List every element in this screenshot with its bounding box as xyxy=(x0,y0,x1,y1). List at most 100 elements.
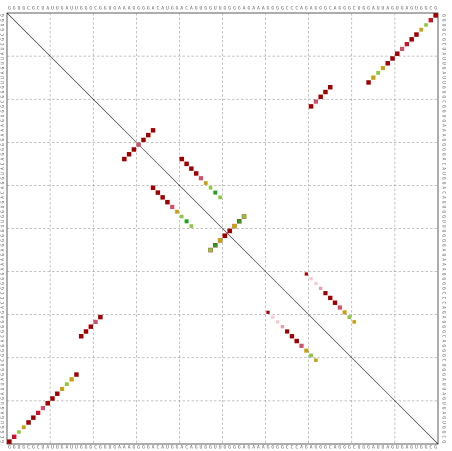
sequence-nucleotide: A xyxy=(65,6,68,12)
pair-dot xyxy=(203,181,208,185)
sequence-nucleotide: G xyxy=(224,6,227,12)
sequence-nucleotide: G xyxy=(410,6,413,12)
sequence-nucleotide: A xyxy=(441,196,447,199)
sequence-nucleotide: G xyxy=(0,110,6,113)
sequence-nucleotide: A xyxy=(118,6,121,12)
sequence-nucleotide: G xyxy=(61,6,64,12)
pair-dot xyxy=(184,219,189,224)
sequence-nucleotide: A xyxy=(441,52,447,55)
pair-dot xyxy=(328,84,333,90)
sequence-nucleotide: U xyxy=(166,445,169,451)
sequence-nucleotide: G xyxy=(425,6,428,12)
pair-dot xyxy=(323,291,328,296)
pair-dot xyxy=(193,171,199,176)
sequence-nucleotide: G xyxy=(0,277,6,280)
sequence-nucleotide: A xyxy=(0,339,6,342)
sequence-nucleotide: G xyxy=(89,445,92,451)
sequence-nucleotide: C xyxy=(329,445,332,451)
sequence-nucleotide: C xyxy=(295,445,298,451)
pair-dot xyxy=(280,324,285,329)
sequence-nucleotide: U xyxy=(219,6,222,12)
pair-dot xyxy=(395,51,400,56)
sequence-nucleotide: G xyxy=(8,445,11,451)
sequence-nucleotide: G xyxy=(410,445,413,451)
pair-dot xyxy=(88,324,94,329)
sequence-nucleotide: A xyxy=(0,124,6,127)
pair-dot xyxy=(69,377,74,382)
sequence-nucleotide: G xyxy=(0,397,6,400)
sequence-nucleotide: A xyxy=(0,258,6,261)
pair-dot xyxy=(304,348,309,353)
pair-dot xyxy=(376,70,381,75)
sequence-nucleotide: G xyxy=(441,330,447,333)
sequence-nucleotide: U xyxy=(441,76,447,79)
sequence-nucleotide: G xyxy=(209,445,212,451)
sequence-nucleotide: G xyxy=(281,445,284,451)
sequence-nucleotide: G xyxy=(0,14,6,17)
pair-dot xyxy=(352,320,356,324)
sequence-nucleotide: A xyxy=(46,445,49,451)
sequence-nucleotide: G xyxy=(0,287,6,290)
pair-dot xyxy=(35,410,41,416)
pair-dot xyxy=(342,310,347,315)
sequence-nucleotide: G xyxy=(22,445,25,451)
sequence-nucleotide: G xyxy=(0,95,6,98)
sequence-nucleotide: C xyxy=(0,435,6,438)
sequence-nucleotide: U xyxy=(0,23,6,26)
sequence-nucleotide: A xyxy=(441,186,447,189)
pair-dot xyxy=(366,80,371,85)
pair-dot xyxy=(146,132,151,138)
sequence-nucleotide: C xyxy=(441,191,447,194)
pair-dot xyxy=(17,430,21,434)
pair-dot xyxy=(83,329,89,334)
sequence-nucleotide: U xyxy=(0,421,6,424)
sequence-nucleotide: G xyxy=(441,110,447,113)
sequence-nucleotide: A xyxy=(0,315,6,318)
sequence-nucleotide: G xyxy=(267,445,270,451)
sequence-nucleotide: G xyxy=(441,407,447,410)
sequence-nucleotide: G xyxy=(80,6,83,12)
sequence-nucleotide: U xyxy=(441,225,447,228)
pair-dot xyxy=(304,272,308,276)
sequence-nucleotide: G xyxy=(104,6,107,12)
sequence-nucleotide: U xyxy=(0,402,6,405)
sequence-nucleotide: A xyxy=(46,6,49,12)
sequence-nucleotide: G xyxy=(441,105,447,108)
pair-dot xyxy=(45,401,50,406)
pair-dot xyxy=(165,199,170,205)
sequence-nucleotide: U xyxy=(382,445,385,451)
sequence-nucleotide: C xyxy=(286,445,289,451)
sequence-nucleotide: A xyxy=(262,445,265,451)
sequence-nucleotide: C xyxy=(291,445,294,451)
sequence-nucleotide: U xyxy=(441,220,447,223)
sequence-nucleotide: G xyxy=(324,445,327,451)
sequence-nucleotide: G xyxy=(441,234,447,237)
sequence-nucleotide: G xyxy=(314,445,317,451)
sequence-nucleotide: U xyxy=(200,6,203,12)
sequence-nucleotide: C xyxy=(185,445,188,451)
pair-dot xyxy=(433,13,438,18)
sequence-nucleotide: G xyxy=(0,138,6,141)
sequence-nucleotide: G xyxy=(238,6,241,12)
sequence-nucleotide: G xyxy=(343,445,346,451)
sequence-nucleotide: A xyxy=(0,392,6,395)
sequence-nucleotide: G xyxy=(0,368,6,371)
sequence-nucleotide: G xyxy=(0,177,6,180)
sequence-nucleotide: G xyxy=(441,14,447,17)
sequence-nucleotide: G xyxy=(0,229,6,232)
sequence-nucleotide: G xyxy=(13,445,16,451)
sequence-nucleotide: G xyxy=(247,6,250,12)
sequence-nucleotide: U xyxy=(441,421,447,424)
sequence-nucleotide: A xyxy=(441,392,447,395)
sequence-nucleotide: U xyxy=(441,364,447,367)
sequence-nucleotide: G xyxy=(441,431,447,434)
sequence-nucleotide: C xyxy=(353,445,356,451)
sequence-nucleotide: G xyxy=(441,325,447,328)
sequence-nucleotide: A xyxy=(372,445,375,451)
pair-dot xyxy=(155,190,161,195)
pair-dot xyxy=(309,277,313,281)
sequence-nucleotide: U xyxy=(214,6,217,12)
sequence-nucleotide: G xyxy=(441,143,447,146)
sequence-nucleotide: U xyxy=(441,48,447,51)
